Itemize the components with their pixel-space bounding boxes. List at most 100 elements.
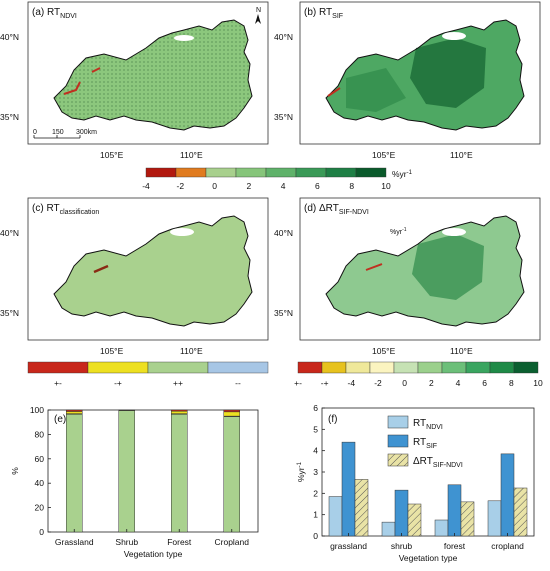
colorbar-delta-swatch: [297, 361, 323, 374]
colorbar-rt-tick: 0: [212, 181, 217, 191]
lat-tick-d-40: 40°N: [274, 228, 293, 238]
colorbar-delta-tick: -4: [348, 378, 356, 388]
chart-e-bar-segment: [118, 410, 135, 533]
panel-d-unit: %yr-1: [390, 227, 407, 236]
panel-a-title: (a) RTNDVI: [32, 7, 77, 20]
chart-e-xtick-label: Shrub: [115, 537, 138, 547]
chart-f-xtick-label: cropland: [491, 541, 524, 551]
strong-difference-area-d: [412, 234, 484, 300]
chart-f-bar: [381, 521, 396, 537]
north-arrow-icon: N: [255, 7, 261, 24]
chart-e-ylabel: %: [10, 467, 20, 475]
colorbar-delta-tick: 8: [509, 378, 514, 388]
chart-f-legend-label: ΔRTSIF-NDVI: [413, 456, 463, 469]
colorbar-delta-swatch: [369, 361, 395, 374]
colorbar-rt-swatch: [325, 167, 357, 178]
colorbar-rt-unit: %yr-1: [392, 169, 413, 179]
chart-e-plot-area: [47, 409, 259, 533]
map-frame-b: [299, 1, 541, 145]
colorbar-delta-swatch: [489, 361, 515, 374]
chart-e-ytick-label: 80: [35, 429, 45, 439]
loess-plateau-shape-c: [54, 216, 252, 326]
chart-f-xlabel: Vegetation type: [399, 553, 458, 563]
lat-tick-a-40: 40°N: [0, 32, 19, 42]
colorbar-class-swatch: [87, 361, 149, 374]
colorbar-delta-swatch: [417, 361, 443, 374]
svg-text:N: N: [256, 7, 261, 14]
chart-e-ytick-label: 40: [35, 478, 45, 488]
map-panel-b: (b) RTSIF: [299, 1, 541, 145]
lon-tick-a-110: 110°E: [180, 150, 203, 160]
chart-f-bar: [487, 500, 502, 537]
chart-f-xtick-label: forest: [444, 541, 466, 551]
chart-e-bar-segment: [66, 411, 83, 414]
chart-f-bar: [513, 487, 528, 537]
colorbar-class-label: --: [235, 378, 241, 388]
colorbar-class-label: +-: [54, 378, 62, 388]
chart-f-bar: [341, 441, 356, 537]
lat-tick-c-40: 40°N: [0, 228, 19, 238]
lat-tick-a-35: 35°N: [0, 112, 19, 122]
decline-patch-b1: [327, 87, 341, 97]
lon-tick-c-110: 110°E: [180, 346, 203, 356]
chart-f-ytick-label: 4: [313, 446, 318, 456]
colorbar-delta: +- -+ -4 -2 0 2 4 6 8 10: [294, 361, 543, 388]
panel-c-title: (c) RTclassification: [32, 203, 99, 216]
decline-patch-a1: [63, 81, 81, 95]
scalebar-label-300: 300km: [76, 129, 97, 136]
colorbar-rt-tick: 4: [281, 181, 286, 191]
colorbar-rt: -4 -2 0 2 4 6 8 10%yr-1: [142, 167, 413, 191]
colorbar-delta-swatch: [465, 361, 491, 374]
desert-area-d: [442, 228, 466, 236]
chart-e-xtick-label: Grassland: [55, 537, 94, 547]
colorbar-delta-swatch: [513, 361, 539, 374]
chart-f-ytick-label: 0: [313, 531, 318, 541]
desert-area-c: [170, 228, 194, 236]
lat-tick-d-35: 35°N: [274, 308, 293, 318]
decline-patch-d1: [365, 263, 383, 271]
chart-f-ytick-label: 6: [313, 403, 318, 413]
chart-e-bar-segment: [66, 409, 83, 412]
chart-f-ylabel: %yr-1: [296, 461, 306, 482]
colorbar-rt-tick: -4: [142, 181, 150, 191]
lon-tick-b-110: 110°E: [450, 150, 473, 160]
panel-b-title: (b) RTSIF: [304, 7, 343, 20]
colorbar-class-swatch: [207, 361, 269, 374]
chart-f-ytick-label: 5: [313, 424, 318, 434]
lat-tick-c-35: 35°N: [0, 308, 19, 318]
lon-tick-b-105: 105°E: [372, 150, 396, 160]
chart-f-bar: [354, 479, 369, 537]
significance-dots-a: [54, 20, 252, 130]
chart-f-bar: [500, 453, 515, 537]
lon-tick-a-105: 105°E: [100, 150, 124, 160]
chart-e-bar-segment: [171, 410, 188, 414]
map-frame-d: [299, 197, 541, 341]
chart-e-bar-segment: [223, 411, 240, 417]
lon-tick-c-105: 105°E: [100, 346, 124, 356]
colorbar-rt-swatch: [145, 167, 177, 178]
chart-f-bar: [434, 519, 449, 537]
chart-panel-f: (f) 0 1 2 3 4 5 6 %yr-1 grassland shrub forest cropl…: [296, 403, 535, 563]
chart-f-ytick-label: 1: [313, 510, 318, 520]
moderate-recovery-area-b: [346, 68, 406, 112]
colorbar-rt-tick: 8: [349, 181, 354, 191]
desert-area-a: [174, 35, 194, 41]
chart-f-legend-label: RTNDVI: [413, 418, 443, 431]
chart-e-ytick-label: 0: [39, 527, 44, 537]
colorbar-delta-tick: -2: [374, 378, 382, 388]
scale-bar: 0 150 300km: [33, 129, 97, 139]
desert-area-b: [442, 32, 466, 40]
chart-f-bar: [447, 484, 462, 537]
chart-f-xtick-label: grassland: [330, 541, 367, 551]
lon-tick-d-110: 110°E: [450, 346, 473, 356]
chart-f-bar: [407, 503, 422, 537]
colorbar-rt-tick: 2: [246, 181, 251, 191]
colorbar-delta-tick: -+: [321, 378, 329, 388]
chart-e-bar-segment: [223, 409, 240, 413]
colorbar-delta-tick: 2: [429, 378, 434, 388]
lat-tick-b-35: 35°N: [274, 112, 293, 122]
chart-e-ytick-label: 20: [35, 503, 45, 513]
colorbar-delta-tick: 6: [482, 378, 487, 388]
chart-f-legend-label: RTSIF: [413, 437, 437, 450]
